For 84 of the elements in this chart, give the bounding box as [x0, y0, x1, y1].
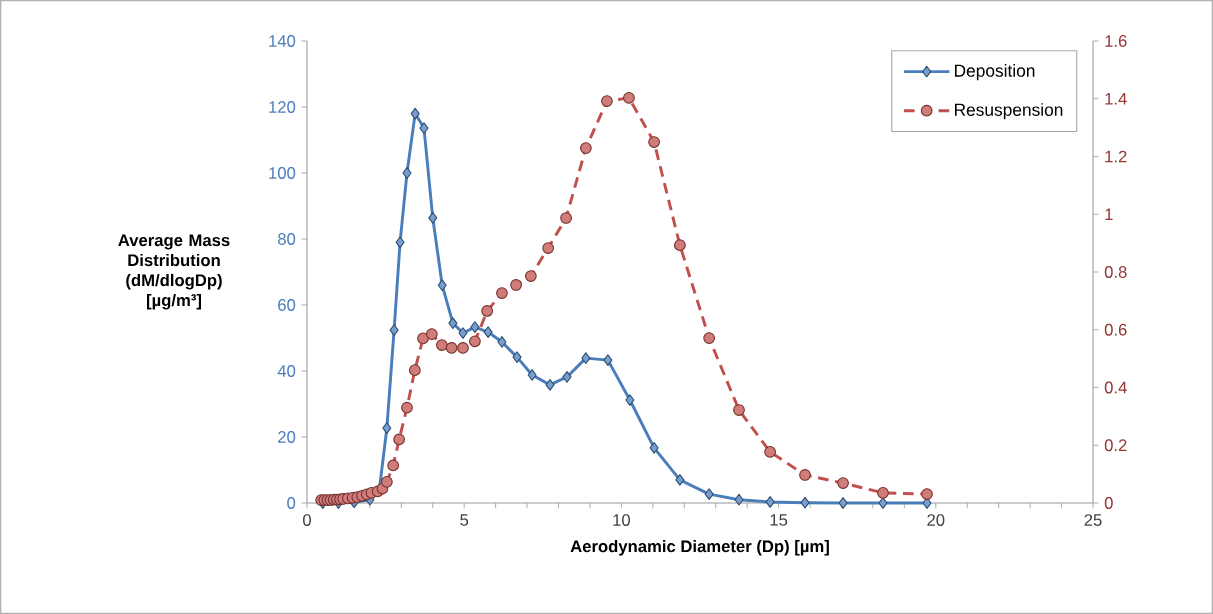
- point: [387, 459, 400, 472]
- point: [601, 95, 613, 107]
- x-tick-label: 0: [303, 514, 311, 526]
- point: [496, 287, 508, 299]
- y-tick-label: 80: [278, 233, 296, 245]
- point: [734, 493, 744, 506]
- y-tick-label: 60: [278, 299, 296, 311]
- y2-tick-label: 1: [1105, 208, 1113, 220]
- point: [469, 335, 481, 348]
- point: [437, 279, 447, 292]
- point: [410, 107, 420, 120]
- point: [448, 317, 458, 330]
- point: [457, 342, 469, 354]
- point: [837, 477, 849, 489]
- point: [562, 371, 572, 383]
- point: [674, 239, 686, 252]
- point: [623, 92, 635, 104]
- point: [921, 488, 933, 500]
- point: [425, 328, 438, 340]
- y-tick-label: 120: [269, 101, 296, 113]
- point: [393, 433, 405, 446]
- x-tick-label: 20: [927, 514, 945, 526]
- point: [838, 497, 848, 509]
- y-tick-label: 20: [278, 431, 296, 443]
- point: [389, 324, 399, 336]
- point: [497, 336, 507, 348]
- point: [765, 496, 775, 508]
- point: [445, 342, 458, 354]
- y2-tick-label: 0.4: [1104, 381, 1127, 394]
- point: [527, 369, 537, 381]
- point: [603, 354, 613, 366]
- point: [380, 476, 393, 488]
- y2-tick-label: 0: [1104, 497, 1113, 509]
- point: [419, 122, 429, 134]
- y-tick-label: 40: [277, 365, 296, 377]
- y2-tick-label: 0.8: [1104, 266, 1127, 278]
- point: [470, 321, 480, 333]
- point: [524, 270, 537, 282]
- x-tick-label: 25: [1084, 514, 1102, 526]
- point: [649, 442, 659, 454]
- y-tick-label: 0: [287, 497, 296, 509]
- y2-tick-label: 1.6: [1105, 35, 1127, 47]
- y-axis-title: Average Mass Distribution (dM/dlogDp) [µg/m³]: [118, 234, 230, 310]
- y2-tick-label: 1.2: [1105, 150, 1127, 163]
- point: [799, 469, 811, 481]
- point: [764, 446, 776, 458]
- point: [580, 142, 592, 154]
- y2-tick-label: 0.6: [1104, 323, 1127, 336]
- x-tick-label: 15: [770, 514, 788, 526]
- point: [878, 497, 888, 509]
- point: [800, 496, 810, 509]
- point: [545, 378, 555, 391]
- point: [436, 339, 448, 351]
- x-tick-label: 10: [613, 514, 631, 526]
- point: [648, 136, 660, 148]
- point: [483, 326, 493, 338]
- point: [395, 236, 405, 249]
- point: [704, 488, 714, 500]
- point: [625, 394, 635, 406]
- point: [481, 305, 494, 317]
- point: [512, 351, 522, 364]
- point: [581, 352, 591, 364]
- point: [402, 167, 412, 179]
- point: [428, 212, 438, 224]
- point: [417, 332, 429, 345]
- legend-label: Resuspension: [954, 103, 1063, 120]
- point: [408, 364, 421, 377]
- point: [382, 422, 392, 434]
- point: [560, 212, 572, 224]
- point: [675, 474, 685, 486]
- y2-tick-label: 1.4: [1105, 93, 1127, 105]
- point: [401, 401, 413, 414]
- y-tick-label: 100: [269, 167, 296, 179]
- legend-label: Deposition: [954, 64, 1035, 81]
- point: [510, 279, 522, 291]
- y2-tick-label: 0.2: [1104, 439, 1127, 452]
- point: [733, 404, 745, 416]
- point: [877, 487, 889, 499]
- point: [542, 242, 555, 254]
- y-tick-label: 140: [269, 35, 296, 47]
- x-tick-label: 5: [460, 514, 469, 526]
- point: [703, 332, 715, 344]
- x-axis-title: Aerodynamic Diameter (Dp) [µm]: [570, 539, 829, 556]
- point: [458, 327, 468, 339]
